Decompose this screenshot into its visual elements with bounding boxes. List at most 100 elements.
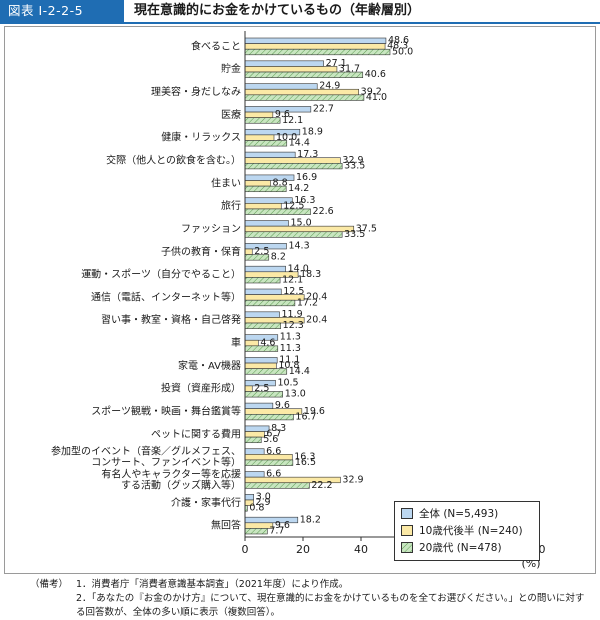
category-label: コンサート、ファンイベント等） [91,456,241,469]
note-line-1: 1．消費者庁「消費者意識基本調査」（2021年度）により作成。 [76,579,349,590]
data-label: 14.3 [288,240,309,251]
bar-chart: 食べること 48.648.350.0 貯金 27.131.7 40.6 理美容・身だしなみ… [51,31,546,570]
bar [244,265,286,273]
legend-swatch-twenties [401,542,413,553]
data-label: 10.5 [277,377,298,388]
bar [244,163,343,170]
category-label: 投資（資産形成） [161,382,241,395]
category-label: 交際（他人との飲食を含む。） [106,154,241,167]
data-label: 14.2 [288,183,309,194]
bar [244,357,278,364]
bar [244,231,343,238]
legend-swatch-overall [401,508,413,519]
data-label: 9.6 [275,400,290,411]
data-label: 13.0 [285,389,306,400]
category-label: 車 [231,336,241,349]
bar [244,37,387,44]
note-row-1: （備考） 1．消費者庁「消費者意識基本調査」（2021年度）により作成。 [30,578,590,592]
bar [244,88,359,96]
data-label: 3.0 [256,491,271,502]
bar [244,140,288,147]
bar [244,134,275,141]
data-label: 22.6 [313,206,334,217]
legend-label-overall: 全体 (N=5,493) [419,508,499,520]
data-label: 40.6 [365,69,386,80]
category-label: 住まい [211,176,241,189]
data-label: 24.9 [319,81,340,92]
data-label: 11.9 [282,309,303,320]
bar [244,494,254,501]
data-label: 18.9 [302,126,323,137]
category-label: する活動（グッズ購入等） [121,478,241,491]
category-label: 通信（電話、インターネット等） [91,290,241,303]
bar [244,248,253,255]
category-label: 子供の教育・保育 [161,245,241,258]
data-label: 10.8 [278,360,299,371]
bar [244,60,324,67]
category-label: 食べること [191,39,241,52]
legend-label-twenties: 20歳代 (N=478) [419,542,502,554]
data-label: 6.6 [266,446,281,457]
data-label: 11.3 [280,343,301,354]
category-label: 無回答 [211,519,241,532]
data-label: 37.5 [356,223,377,234]
bar [244,117,281,124]
data-label: 16.5 [295,457,316,468]
figure-notes: （備考） 1．消費者庁「消費者意識基本調査」（2021年度）により作成。 2．「… [30,578,590,620]
legend-swatch-teens [401,525,413,536]
data-label: 10.0 [276,132,297,143]
data-label: 0.8 [249,503,264,514]
data-label: 5.6 [263,434,278,445]
bar [244,294,305,301]
data-label: 39.2 [361,86,382,97]
bar [244,288,282,295]
bar [244,254,270,261]
data-label: 32.9 [342,474,363,485]
data-label: 48.3 [387,41,408,52]
data-label: 16.3 [294,451,315,462]
category-label: 貯金 [221,62,241,75]
data-label: 8.2 [271,252,286,263]
data-label: 17.2 [297,297,318,308]
bar [244,362,277,369]
data-label: 16.3 [294,195,315,206]
bar [244,111,274,118]
data-label: 22.2 [311,480,332,491]
figure-title: 現在意識的にお金をかけているもの（年齢層別） [134,3,421,18]
data-label: 2.5 [254,383,269,394]
bar [244,94,365,101]
data-label: 8.3 [271,423,286,434]
figure-header: 図表 I-2-2-5 現在意識的にお金をかけているもの（年齢層別） [0,0,600,24]
category-label: 有名人やキャラクター等を応援 [101,467,241,480]
category-label: 運動・スポーツ（自分でやること） [81,268,241,281]
chart-panel: 食べること 48.6 48.3 50.0 貯金 27.1 31.7 40.6 理美容・身だしなみ… [4,26,596,574]
data-label: 14.0 [288,263,309,274]
bar [244,299,296,307]
category-label: 家電・AV機器 [178,359,241,372]
data-label: 6.7 [266,429,281,440]
chart-legend: 全体 (N=5,493) 10歳代後半 (N=240) 20歳代 (N=478) [394,501,540,561]
bar [244,157,341,164]
bar [244,83,318,90]
data-label: 8.8 [273,178,288,189]
bar [244,322,281,329]
category-label: 介護・家事代行 [171,496,241,509]
x-tick-label: 0 [242,543,249,556]
bar [244,391,284,398]
bar [244,345,279,352]
data-label: 6.6 [266,469,281,480]
bar [244,151,296,158]
data-label: 33.5 [344,229,365,240]
data-label: 20.4 [306,292,327,303]
data-label: 17.3 [297,149,318,160]
category-label: 参加型のイベント（音楽／グルメフェス、 [51,445,241,458]
bar [244,402,274,410]
data-label: 15.0 [291,218,312,229]
note-line-2: 2．「あなたの『お金のかけ方』について、現在意識的にお金をかけているものを全てお… [76,593,585,618]
bar [244,277,281,284]
bar [244,413,294,421]
data-label: 16.7 [295,411,316,422]
bar [244,454,293,461]
data-label: 22.7 [313,104,334,115]
